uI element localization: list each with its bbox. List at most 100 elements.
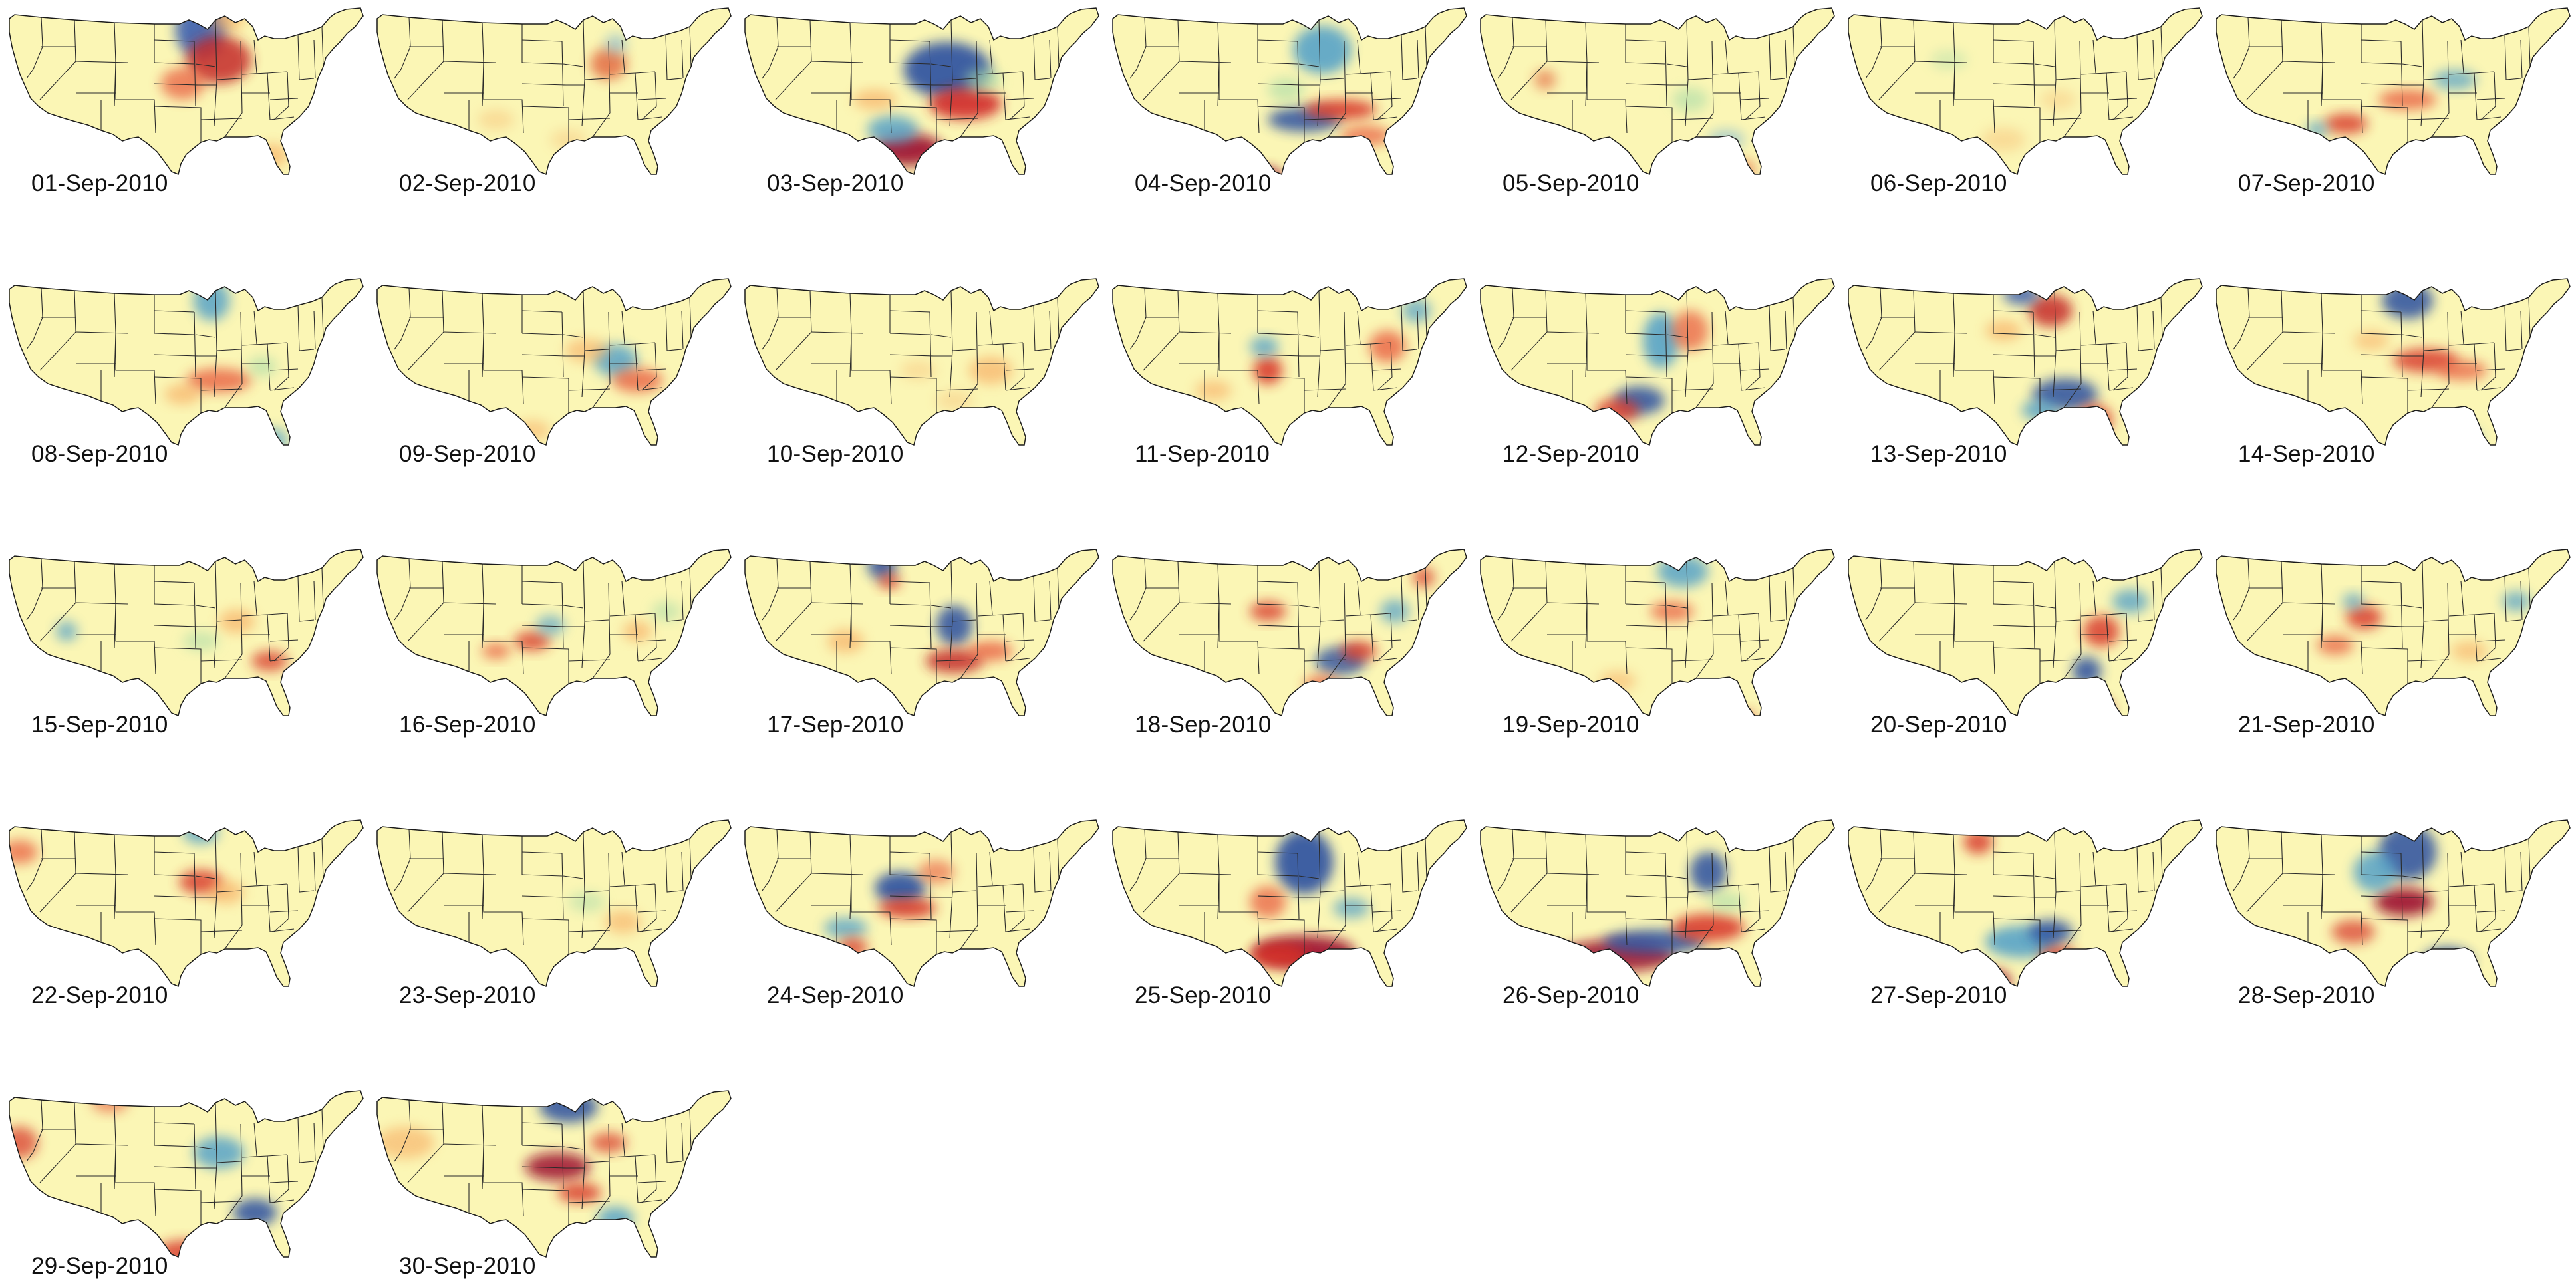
anomaly-blob xyxy=(2076,404,2112,436)
date-label: 13-Sep-2010 xyxy=(1870,441,2007,467)
anomaly-blob xyxy=(186,368,251,392)
date-label: 29-Sep-2010 xyxy=(31,1253,168,1279)
state-line xyxy=(115,1145,156,1216)
state-line xyxy=(273,342,289,391)
state-line xyxy=(889,39,930,42)
state-line xyxy=(1373,658,1398,662)
us-land xyxy=(9,279,363,445)
state-line xyxy=(1666,605,1687,609)
state-line xyxy=(269,910,299,913)
state-boundaries xyxy=(2233,829,2531,954)
state-line xyxy=(889,62,930,65)
state-line xyxy=(1993,895,2038,898)
map-panel: 30-Sep-2010 xyxy=(369,1083,732,1282)
date-label: 16-Sep-2010 xyxy=(399,712,536,738)
state-line xyxy=(1625,354,1670,357)
anomaly-blob xyxy=(1333,898,1369,918)
state-line xyxy=(568,930,611,932)
state-line xyxy=(483,875,524,946)
state-line xyxy=(269,116,295,120)
state-line xyxy=(2528,567,2531,609)
state-line xyxy=(321,297,324,338)
state-line xyxy=(1745,342,1761,391)
us-land xyxy=(9,1091,363,1257)
state-line xyxy=(297,305,315,351)
state-line xyxy=(2282,873,2335,875)
state-line xyxy=(889,83,934,86)
state-line xyxy=(154,83,199,86)
state-line xyxy=(1993,581,2034,583)
state-line xyxy=(929,311,932,378)
state-line xyxy=(2474,614,2478,662)
state-line xyxy=(521,581,563,583)
country-outline xyxy=(1848,7,2203,176)
state-line xyxy=(1297,41,1300,107)
state-line xyxy=(2528,297,2531,338)
state-line xyxy=(253,310,257,345)
state-line xyxy=(1785,39,1787,79)
state-line xyxy=(1370,343,1374,391)
state-line xyxy=(154,354,199,357)
state-line xyxy=(2079,311,2082,384)
state-line xyxy=(889,647,937,684)
state-line xyxy=(1769,575,1786,622)
state-line xyxy=(154,1166,199,1169)
anomaly-blob xyxy=(1250,601,1286,621)
state-line xyxy=(269,928,295,932)
state-line xyxy=(635,72,639,120)
state-line xyxy=(976,311,978,384)
state-line xyxy=(2106,885,2110,932)
anomaly-blob xyxy=(2112,589,2149,613)
state-line xyxy=(681,851,684,891)
state-line xyxy=(1257,83,1302,86)
anomaly-blob xyxy=(823,918,868,938)
state-line xyxy=(2152,310,2155,350)
state-line xyxy=(1298,63,1320,67)
state-line xyxy=(1370,885,1374,932)
state-boundaries xyxy=(762,558,1060,684)
state-line xyxy=(621,39,625,74)
date-label: 11-Sep-2010 xyxy=(1135,441,1270,467)
state-line xyxy=(635,1155,639,1203)
anomaly-blob xyxy=(1931,50,1967,70)
state-line xyxy=(1725,581,1729,615)
us-land xyxy=(1113,820,1467,986)
map-panel: 13-Sep-2010 xyxy=(1840,271,2203,470)
state-line xyxy=(154,62,195,65)
state-line xyxy=(1993,647,2041,684)
anomaly-blob xyxy=(2083,615,2120,647)
state-line xyxy=(269,658,295,662)
state-line xyxy=(2106,343,2110,391)
anomaly-blob xyxy=(1293,26,1352,74)
state-line xyxy=(1257,874,1298,877)
state-line xyxy=(1373,98,1402,100)
state-line xyxy=(194,582,196,648)
state-line xyxy=(1769,34,1786,80)
state-line xyxy=(1057,297,1060,338)
anomaly-blob xyxy=(208,880,245,904)
state-line xyxy=(1865,829,1882,891)
state-line xyxy=(1741,116,1766,120)
state-line xyxy=(592,383,611,408)
state-line xyxy=(521,625,567,627)
state-line xyxy=(1005,639,1034,642)
state-line xyxy=(75,61,128,63)
state-line xyxy=(1695,112,1714,138)
state-line xyxy=(154,581,195,583)
state-line xyxy=(1049,851,1052,891)
state-line xyxy=(224,112,243,138)
state-line xyxy=(2474,72,2478,120)
state-line xyxy=(2152,581,2155,621)
state-line xyxy=(592,925,611,950)
state-line xyxy=(762,558,779,621)
map-panel: 05-Sep-2010 xyxy=(1473,0,1835,200)
state-line xyxy=(681,581,684,621)
state-line xyxy=(1257,647,1305,684)
state-line xyxy=(2361,603,2402,606)
us-map xyxy=(1112,549,1467,717)
state-line xyxy=(1297,853,1300,919)
state-line xyxy=(976,582,978,655)
state-line xyxy=(1671,118,1714,120)
state-line xyxy=(1033,846,1050,893)
map-panel: 25-Sep-2010 xyxy=(1105,812,1467,1012)
